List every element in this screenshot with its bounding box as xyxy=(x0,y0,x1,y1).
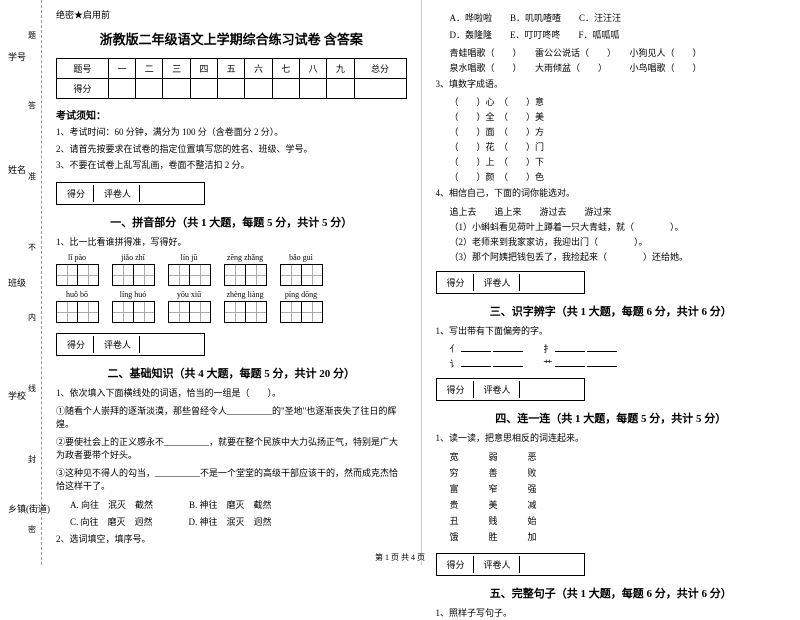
binding-spine: 学号 姓名 班级 学校 乡镇(街道) 题答准不内线封密 xyxy=(0,0,42,565)
pinyin-row-2: huǒ bō líng huó yōu xiū zhèng liàng píng… xyxy=(56,290,407,323)
mark-box: 得分 评卷人 xyxy=(436,378,585,401)
sound-opts-b: D．轰隆隆 E．叮叮咚咚 F．呱呱呱 xyxy=(450,28,787,42)
section-4-title: 四、连一连（共 1 大题，每题 5 分，共计 5 分） xyxy=(436,410,787,426)
left-column: 绝密★启用前 浙教版二年级语文上学期综合练习试卷 含答案 题号 一 二 三 四 … xyxy=(42,0,422,565)
page-footer: 第 1 页 共 4 页 xyxy=(375,552,425,563)
q2-2-stem: 2、选词填空，填序号。 xyxy=(56,533,407,547)
q1-stem: 1、比一比看谁拼得准，写得好。 xyxy=(56,236,407,250)
q2-1-opts: A. 向往 泯灭 截然 B. 神往 磨灭 截然 xyxy=(70,498,407,512)
q4-stem: 4、相信自己，下面的词你能选对。 xyxy=(436,187,787,201)
section-3-title: 三、识字辨字（共 1 大题，每题 6 分，共计 6 分） xyxy=(436,303,787,319)
section-2-title: 二、基础知识（共 4 大题，每题 5 分，共计 20 分） xyxy=(56,365,407,381)
q4-line: （1）小蝌蚪看见荷叶上蹲着一只大青蛙，就（ ）。 xyxy=(450,220,787,233)
sound-line: 青蛙唱歌（ ） 雷公公说话（ ） 小狗见人（ ） xyxy=(450,46,787,59)
q3-stem: 3、填数字成语。 xyxy=(436,78,787,92)
q2-1-line: ①随看个人崇拜的逐渐淡漠，那些曾经令人__________的"圣地"也逐渐丧失了… xyxy=(56,405,407,432)
s3-q: 1、写出带有下面偏旁的字。 xyxy=(436,325,787,339)
section-1-title: 一、拼音部分（共 1 大题，每题 5 分，共计 5 分） xyxy=(56,214,407,230)
q4-line: （3）那个阿姨把钱包丢了，我捡起来（ ）还给她。 xyxy=(450,250,787,263)
s5-q: 1、照样子写句子。 xyxy=(436,607,787,620)
idiom-row: （ ）颜 （ ）色 xyxy=(450,170,787,183)
score-header-row: 题号 一 二 三 四 五 六 七 八 九 总分 xyxy=(57,59,407,79)
notice-item: 2、请首先按要求在试卷的指定位置填写您的姓名、班级、学号。 xyxy=(56,143,407,157)
mark-box: 得分 评卷人 xyxy=(436,553,585,576)
sound-line: 泉水唱歌（ ） 大雨倾盆（ ） 小鸟唱歌（ ） xyxy=(450,61,787,74)
notice-heading: 考试须知： xyxy=(56,107,407,122)
q4-line: （2）老师来到我家家访，我迎出门（ ）。 xyxy=(450,235,787,248)
idiom-row: （ ）面 （ ）方 xyxy=(450,125,787,138)
secret-label: 绝密★启用前 xyxy=(56,8,407,21)
mark-box: 得分 评卷人 xyxy=(56,182,205,205)
q2-1-stem: 1、依次填入下面横线处的词语，恰当的一组是（ ）。 xyxy=(56,387,407,401)
notice-item: 3、不要在试卷上乱写乱画，卷面不整洁扣 2 分。 xyxy=(56,159,407,173)
q4-opts: 追上去 追上来 游过去 游过来 xyxy=(450,205,787,218)
spine-side-chars: 题答准不内线封密 xyxy=(28,0,36,565)
idiom-row: （ ）全 （ ）美 xyxy=(450,110,787,123)
mark-box: 得分 评卷人 xyxy=(56,333,205,356)
radical-row: 亻 扌 xyxy=(450,342,787,355)
idiom-row: （ ）花 （ ）门 xyxy=(450,140,787,153)
score-value-row: 得分 xyxy=(57,79,407,99)
score-table: 题号 一 二 三 四 五 六 七 八 九 总分 得分 xyxy=(56,58,407,99)
notice-item: 1、考试时间：60 分钟，满分为 100 分（含卷面分 2 分）。 xyxy=(56,126,407,140)
q2-1-line: ③这种见不得人的勾当，__________不是一个堂堂的高级干部应该干的，然而成… xyxy=(56,467,407,494)
radical-row: 讠 艹 xyxy=(450,357,787,370)
sound-opts-a: A．哗啦啦 B．叽叽喳喳 C．汪汪汪 xyxy=(450,11,787,25)
s4-q: 1、读一读，把意思相反的词连起来。 xyxy=(436,432,787,446)
antonym-grid[interactable]: 宽 穷 富 贵 丑 饿 弱 善 窄 美 贱 胜 恶 败 强 减 始 加 xyxy=(450,450,787,543)
section-5-title: 五、完整句子（共 1 大题，每题 6 分，共计 6 分） xyxy=(436,585,787,601)
q2-1-line: ②要使社会上的正义感永不__________，就要在整个民族中大力弘扬正气，特别… xyxy=(56,436,407,463)
idiom-row: （ ）上 （ ）下 xyxy=(450,155,787,168)
exam-title: 浙教版二年级语文上学期综合练习试卷 含答案 xyxy=(56,29,407,48)
right-column: A．哗啦啦 B．叽叽喳喳 C．汪汪汪 D．轰隆隆 E．叮叮咚咚 F．呱呱呱 青蛙… xyxy=(422,0,800,565)
mark-box: 得分 评卷人 xyxy=(436,271,585,294)
tian-box[interactable] xyxy=(56,264,78,286)
idiom-row: （ ）心 （ ）意 xyxy=(450,95,787,108)
pinyin-row-1: lǐ pào jiǎo zhǐ lín jū zēng zhǎng bǎo gu… xyxy=(56,253,407,286)
q2-1-opts: C. 向往 磨灭 迥然 D. 神往 泯灭 迥然 xyxy=(70,515,407,529)
